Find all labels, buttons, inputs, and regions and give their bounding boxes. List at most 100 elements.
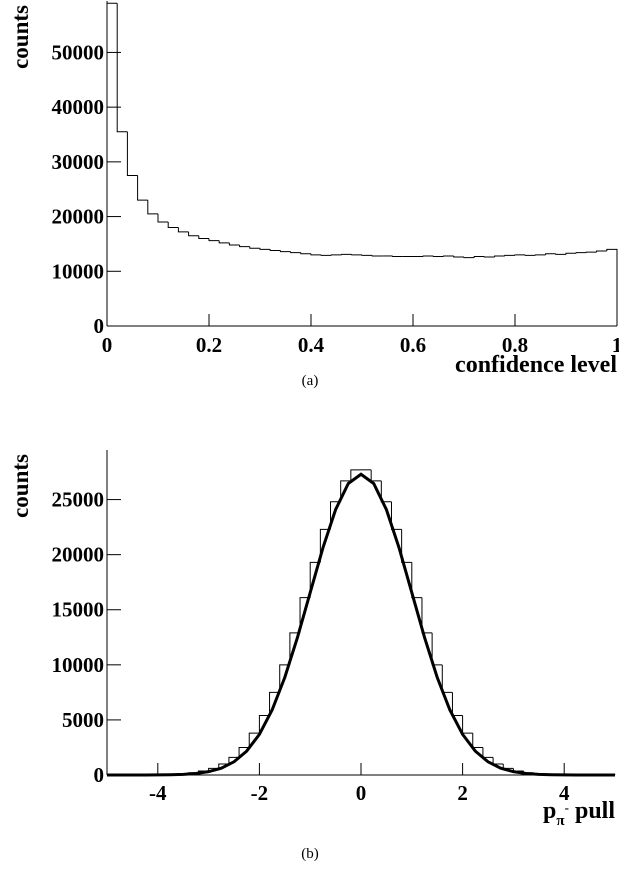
histogram-bin: [279, 664, 290, 693]
histogram-bin: [157, 213, 169, 223]
x-axis-label-part: pull: [569, 798, 615, 824]
x-tick-label: 1: [612, 333, 619, 357]
histogram-bin: [137, 175, 148, 201]
y-tick-label: 50000: [52, 40, 105, 64]
histogram-bin: [463, 257, 475, 259]
histogram-bin: [340, 480, 351, 502]
histogram-bin: [239, 245, 250, 248]
histogram-bin: [300, 252, 311, 255]
histogram-bin: [269, 691, 280, 716]
x-axis-label-part: π: [556, 813, 565, 829]
histogram-bin: [310, 253, 322, 256]
y-tick-label: 20000: [52, 543, 105, 567]
histogram-bin: [228, 756, 240, 764]
x-tick-label: 0.8: [502, 333, 528, 357]
histogram-bin: [473, 256, 485, 258]
histogram-bin: [299, 597, 311, 633]
histogram-bin: [351, 254, 362, 256]
histogram-bin: [341, 253, 352, 255]
x-tick-label: 0.2: [196, 333, 222, 357]
fit-curve: [107, 472, 615, 777]
y-tick-label: 20000: [52, 205, 105, 229]
y-tick-label: 25000: [52, 488, 105, 512]
histogram-bin: [188, 231, 199, 237]
histogram-bin: [524, 254, 536, 256]
y-tick-label: 5000: [62, 708, 104, 732]
histogram-bin: [504, 254, 515, 256]
y-tick-label: 0: [94, 314, 105, 338]
histogram-bin: [453, 255, 464, 258]
histogram-bin: [330, 254, 342, 256]
histogram-bin: [606, 248, 618, 326]
y-tick-label: 10000: [52, 653, 105, 677]
histogram-bin: [116, 3, 128, 133]
y-tick-label: 40000: [52, 95, 105, 119]
histogram-bin: [431, 632, 443, 666]
histogram-bin: [279, 250, 291, 253]
histogram-bin: [238, 746, 250, 758]
y-tick-label: 0: [94, 763, 105, 787]
histogram-bin: [258, 715, 270, 734]
x-axis-label-part: confidence level: [455, 352, 617, 378]
histogram-bin: [371, 255, 383, 257]
x-tick-label: 0.6: [400, 333, 426, 357]
histogram-bin: [411, 562, 422, 599]
histogram-bin: [472, 733, 483, 748]
histogram-bin: [596, 250, 607, 253]
histogram-bin: [545, 253, 556, 255]
histogram-bin: [248, 732, 260, 748]
x-axis-label: pπ- pull: [543, 798, 615, 829]
histogram-bin: [218, 763, 229, 769]
histogram-bin: [585, 251, 597, 253]
x-tick-label: 0: [102, 333, 113, 357]
histogram-bin: [361, 254, 373, 256]
histogram-bin: [259, 248, 271, 250]
histogram-bin: [392, 255, 403, 258]
histogram-bin: [269, 249, 281, 251]
histogram-bin: [126, 131, 138, 177]
histogram-bin: [555, 253, 566, 255]
histogram-bin: [320, 254, 332, 256]
histogram-bin: [380, 480, 392, 503]
histogram-bin: [370, 469, 382, 482]
histogram-bin: [483, 256, 495, 258]
x-tick-label: 4: [559, 781, 570, 805]
histogram-bin: [319, 528, 331, 563]
histogram-bin: [218, 240, 230, 244]
histogram-bin: [565, 252, 577, 255]
histogram-bin: [106, 2, 118, 326]
histogram-bin: [432, 255, 444, 258]
caption: (b): [301, 846, 319, 862]
x-axis-label-part: -: [565, 800, 569, 815]
x-tick-label: 0.4: [298, 333, 325, 357]
histogram-bin: [443, 255, 454, 257]
histogram-bin: [147, 200, 158, 215]
histogram-bin: [309, 561, 321, 598]
histogram-bin: [451, 692, 463, 717]
y-tick-label: 30000: [52, 150, 105, 174]
histogram-bin: [330, 501, 341, 530]
x-axis-label: confidence level: [455, 352, 617, 378]
caption: (a): [302, 373, 319, 389]
histogram-bin: [198, 235, 209, 239]
x-tick-label: 2: [457, 781, 468, 805]
histogram-bin: [228, 242, 240, 246]
histogram-bin: [534, 254, 546, 256]
histogram-bin: [421, 597, 433, 634]
histogram-bin: [290, 251, 301, 254]
y-tick-label: 10000: [52, 259, 105, 283]
histogram-bin: [208, 238, 220, 242]
y-tick-label: 15000: [52, 598, 105, 622]
histogram-bin: [462, 715, 473, 734]
histogram-bin: [167, 222, 179, 229]
histogram-bin: [401, 529, 412, 563]
histogram-bin: [575, 252, 587, 254]
histogram-bin: [492, 757, 504, 765]
x-axis-label-part: p: [543, 798, 556, 824]
x-tick-label: 0: [356, 781, 367, 805]
x-tick-label: -2: [251, 781, 269, 805]
histogram-bin: [249, 246, 260, 249]
histogram-bin: [177, 227, 189, 233]
histogram-bin: [494, 255, 505, 258]
